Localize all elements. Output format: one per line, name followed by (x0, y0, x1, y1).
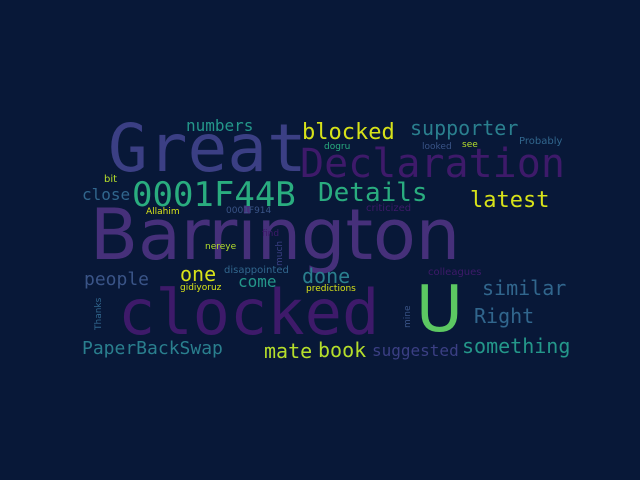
word-see: see (462, 140, 478, 150)
word-nereye: nereye (205, 242, 237, 252)
word-clocked: clocked (118, 276, 380, 349)
word-right: Right (474, 304, 535, 328)
word-declaration: Declaration (300, 141, 565, 187)
word-probably: Probably (519, 136, 563, 147)
word-come: come (238, 272, 277, 291)
word-looked: looked (422, 142, 452, 152)
word-predictions: predictions (306, 284, 356, 294)
word-great: Great (108, 110, 307, 187)
word-latest: latest (470, 188, 550, 213)
word-gidiyoruz: gidiyoruz (180, 283, 222, 293)
word-hex-large: 0001F44B (132, 175, 296, 215)
word-something: something (462, 334, 571, 358)
word-u: U (416, 273, 463, 347)
word-numbers: numbers (186, 116, 254, 135)
word-mate: mate (264, 339, 313, 363)
word-find: find (262, 229, 280, 239)
word-blocked: blocked (302, 120, 395, 145)
word-hex-small: 0001F914 (226, 206, 272, 216)
word-disappointed: disappointed (224, 265, 289, 276)
word-dogru: dogru (324, 142, 351, 152)
word-suggested: suggested (372, 341, 459, 360)
word-much: much (275, 240, 285, 266)
word-paperbackswap: PaperBackSwap (82, 338, 223, 359)
word-done: done (302, 264, 351, 288)
word-people: people (84, 269, 150, 290)
word-close: close (82, 185, 131, 204)
word-supporter: supporter (410, 116, 519, 140)
word-thanks: Thanks (94, 297, 104, 330)
word-one: one (180, 262, 217, 286)
word-bit: bit (104, 174, 118, 185)
word-allahim: Allahim (146, 207, 180, 217)
word-mine: mine (403, 305, 413, 328)
word-barrington: Barrington (90, 194, 461, 276)
word-book: book (318, 338, 367, 362)
word-details: Details (318, 178, 428, 208)
word-criticized: criticized (366, 203, 412, 214)
word-similar: similar (482, 276, 567, 300)
word-colleagues: colleagues (428, 267, 482, 278)
